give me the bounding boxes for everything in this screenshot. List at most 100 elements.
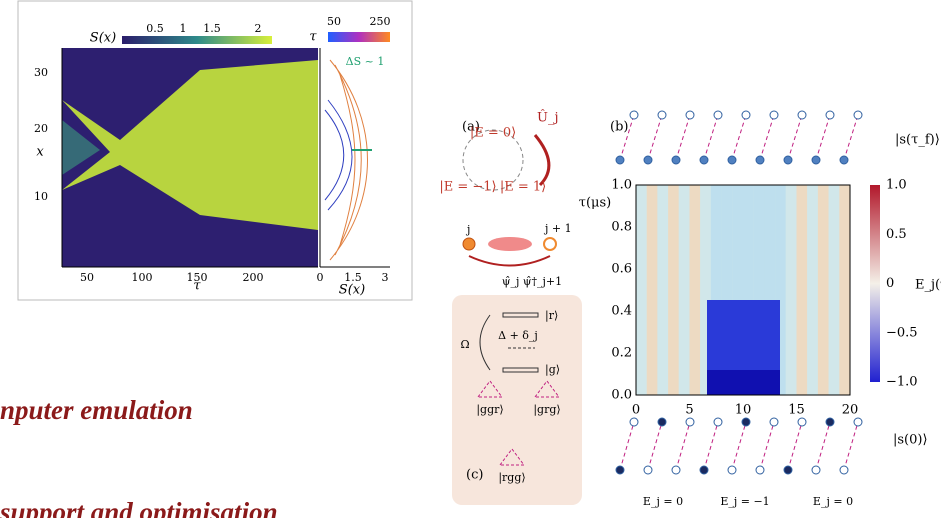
operator: Û_j <box>537 109 559 126</box>
bond <box>676 422 690 470</box>
atom <box>840 466 848 474</box>
stripe <box>829 185 840 395</box>
hopping: ψ̂_j ψ̂†_j+1 <box>502 275 562 288</box>
panel-label: (c) <box>466 468 483 483</box>
sector-label: E_j = 0 <box>813 495 853 508</box>
bond <box>816 115 830 160</box>
stripe <box>668 185 679 395</box>
colorbar-tick: 0.5 <box>146 22 164 35</box>
atom <box>686 111 694 119</box>
x-tick-label: 5 <box>685 403 693 418</box>
bond <box>620 422 634 470</box>
colorbar-tick: 50 <box>327 15 341 28</box>
bond <box>732 422 746 470</box>
atom <box>826 111 834 119</box>
atom <box>784 466 792 474</box>
state: |E = 0⟩ <box>470 126 516 141</box>
sector-label: E_j = −1 <box>720 495 769 508</box>
page: body{margin:0;background:#fff;width:941p… <box>0 0 941 518</box>
colorbar-tick: −1.0 <box>886 375 918 390</box>
atom <box>742 418 750 426</box>
atom <box>672 466 680 474</box>
atom <box>854 418 862 426</box>
atom <box>630 418 638 426</box>
bond <box>844 115 858 160</box>
atom <box>658 111 666 119</box>
colorbar <box>328 32 390 42</box>
arrow <box>535 135 549 185</box>
atom <box>700 466 708 474</box>
heatmap-region <box>707 370 780 395</box>
colorbar-label: E_j(τ) <box>915 278 941 293</box>
bond <box>648 115 662 160</box>
atom <box>812 466 820 474</box>
colorbar-tick: −0.5 <box>886 325 918 340</box>
atom <box>728 156 736 164</box>
slide: ΔS ~ 1 S(x) 0.5 1 1.5 2 τ 50 250 x 10 20… <box>0 0 941 518</box>
config-label: |rgg⟩ <box>498 471 525 485</box>
x-tick-label: 100 <box>132 271 153 284</box>
colorbar-tick: 0 <box>886 276 894 291</box>
stripe <box>839 185 850 395</box>
bond <box>760 422 774 470</box>
atom <box>756 466 764 474</box>
x-tick-label: 15 <box>788 403 805 418</box>
x-axis-label: τ <box>193 279 201 294</box>
stripe <box>690 185 701 395</box>
atom <box>714 418 722 426</box>
atom <box>756 156 764 164</box>
colorbar <box>870 185 880 382</box>
bond <box>788 422 802 470</box>
level-label: |g⟩ <box>545 363 560 377</box>
stripe <box>647 185 658 395</box>
bond <box>648 422 662 470</box>
colorbar-tick: 0.5 <box>886 227 907 242</box>
x-tick-label: 0 <box>632 403 640 418</box>
config-label: |grg⟩ <box>533 403 560 417</box>
atom <box>840 156 848 164</box>
site <box>544 238 556 250</box>
site-label: j + 1 <box>543 222 572 235</box>
bond <box>488 237 532 251</box>
site-label: j <box>465 223 470 236</box>
y-tick-label: 0.6 <box>611 262 632 277</box>
annotation: ΔS ~ 1 <box>346 55 385 68</box>
slide-text: support and optimisation <box>0 497 278 518</box>
atom <box>812 156 820 164</box>
atom <box>616 156 624 164</box>
atom <box>798 111 806 119</box>
atom <box>798 418 806 426</box>
x-tick-label: 0 <box>317 271 324 284</box>
detuning: Δ + δ_j <box>498 329 538 342</box>
bond <box>760 115 774 160</box>
bond <box>816 422 830 470</box>
config-label: |ggr⟩ <box>476 403 503 417</box>
x-tick-label: 50 <box>80 271 94 284</box>
atom <box>728 466 736 474</box>
atom <box>630 111 638 119</box>
stripe <box>818 185 829 395</box>
y-tick-label: 20 <box>34 122 48 135</box>
x-tick-label: 20 <box>842 403 859 418</box>
stripe <box>657 185 668 395</box>
colorbar-tick: 250 <box>370 15 391 28</box>
atom <box>672 156 680 164</box>
y-axis-label: x <box>36 145 44 160</box>
atom <box>770 418 778 426</box>
y-tick-label: 0.4 <box>611 304 632 319</box>
y-tick-label: 1.0 <box>611 178 632 193</box>
atom <box>658 418 666 426</box>
atom <box>854 111 862 119</box>
y-tick-label: 10 <box>34 190 48 203</box>
x-tick-label: 3 <box>382 271 389 284</box>
bond <box>676 115 690 160</box>
atom <box>826 418 834 426</box>
y-tick-label: 30 <box>34 66 48 79</box>
y-tick-label: 0.8 <box>611 220 632 235</box>
level-label: |r⟩ <box>545 309 558 323</box>
x-tick-label: 10 <box>735 403 752 418</box>
stripe <box>636 185 647 395</box>
stripe <box>786 185 797 395</box>
body: {"slide":{"lines":["nputer emulation","s… <box>0 0 941 518</box>
bond <box>704 115 718 160</box>
